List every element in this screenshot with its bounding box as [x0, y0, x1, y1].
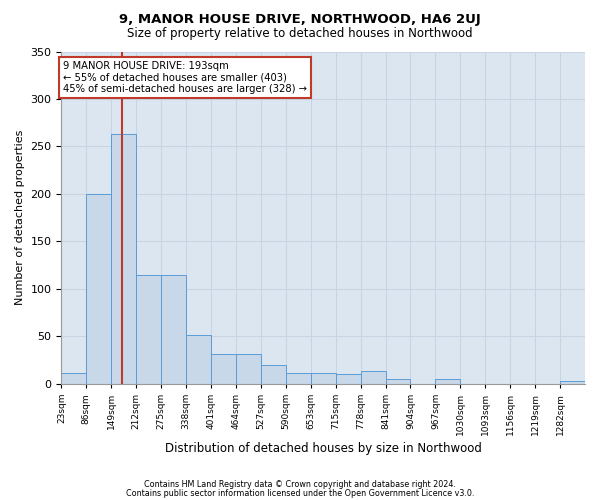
X-axis label: Distribution of detached houses by size in Northwood: Distribution of detached houses by size … — [165, 442, 482, 455]
Bar — [86, 194, 111, 384]
Text: 9, MANOR HOUSE DRIVE, NORTHWOOD, HA6 2UJ: 9, MANOR HOUSE DRIVE, NORTHWOOD, HA6 2UJ — [119, 12, 481, 26]
Bar — [311, 374, 335, 384]
Y-axis label: Number of detached properties: Number of detached properties — [15, 130, 25, 306]
Text: 9 MANOR HOUSE DRIVE: 193sqm
← 55% of detached houses are smaller (403)
45% of se: 9 MANOR HOUSE DRIVE: 193sqm ← 55% of det… — [62, 61, 307, 94]
Bar — [386, 379, 410, 384]
Bar — [136, 274, 161, 384]
Text: Contains HM Land Registry data © Crown copyright and database right 2024.: Contains HM Land Registry data © Crown c… — [144, 480, 456, 489]
Bar — [335, 374, 361, 384]
Text: Contains public sector information licensed under the Open Government Licence v3: Contains public sector information licen… — [126, 489, 474, 498]
Bar — [436, 379, 460, 384]
Bar — [61, 372, 86, 384]
Bar — [560, 381, 585, 384]
Bar — [286, 372, 311, 384]
Bar — [211, 354, 236, 384]
Bar — [161, 274, 186, 384]
Bar — [261, 365, 286, 384]
Bar — [236, 354, 261, 384]
Bar — [111, 134, 136, 384]
Bar — [186, 334, 211, 384]
Text: Size of property relative to detached houses in Northwood: Size of property relative to detached ho… — [127, 28, 473, 40]
Bar — [361, 370, 386, 384]
